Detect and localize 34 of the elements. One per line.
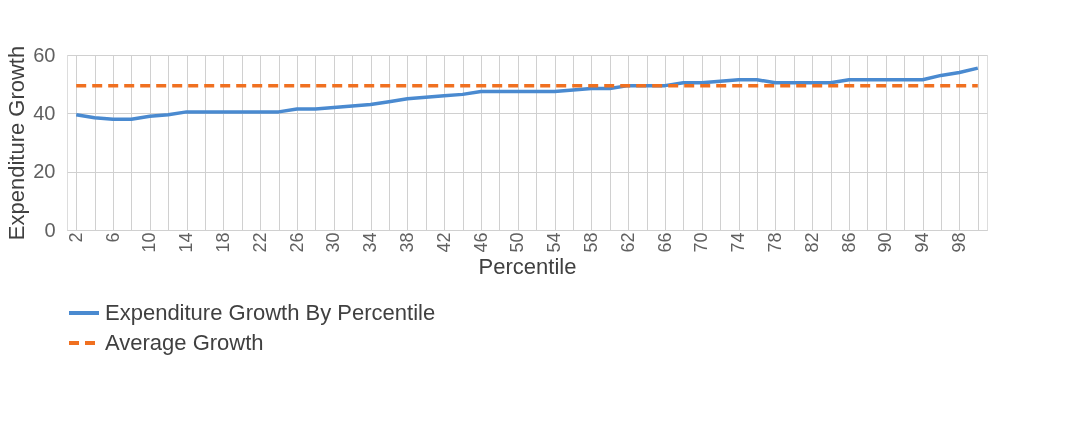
x-tick-label: 74 [728, 232, 749, 253]
x-tick-label: 86 [838, 232, 859, 253]
legend-label: Average Growth [105, 330, 264, 355]
x-tick-label: 6 [102, 232, 123, 243]
x-tick-label: 82 [801, 232, 822, 253]
x-axis-title: Percentile [478, 253, 577, 279]
x-tick-label: 2 [65, 232, 86, 243]
x-tick-label: 26 [286, 232, 307, 253]
x-tick-label: 46 [470, 232, 491, 253]
x-tick-label: 30 [323, 232, 344, 253]
y-axis-title: Expenditure Growth [4, 45, 30, 241]
x-tick-label: 50 [507, 232, 528, 253]
x-tick-label: 22 [249, 232, 270, 253]
x-tick-label: 78 [764, 232, 785, 253]
x-tick-label: 62 [617, 232, 638, 253]
legend-label: Expenditure Growth By Percentile [105, 300, 436, 325]
y-tick-label: 60 [33, 43, 56, 66]
y-tick-label: 20 [33, 160, 56, 183]
x-tick-label: 66 [654, 232, 675, 253]
x-tick-label: 10 [139, 232, 160, 253]
y-tick-label: 0 [44, 218, 56, 241]
x-tick-label: 70 [691, 232, 712, 253]
x-tick-label: 98 [948, 232, 969, 253]
y-tick-label: 40 [33, 101, 56, 124]
x-tick-label: 58 [580, 232, 601, 253]
x-tick-label: 34 [360, 232, 381, 253]
line-series [74, 66, 980, 121]
x-tick-label: 42 [433, 232, 454, 253]
x-tick-label: 54 [544, 232, 565, 253]
x-tick-label: 14 [176, 232, 197, 253]
x-tick-label: 18 [212, 232, 233, 253]
x-tick-label: 38 [396, 232, 417, 253]
x-tick-label: 94 [912, 232, 933, 253]
x-tick-label: 90 [875, 232, 896, 253]
